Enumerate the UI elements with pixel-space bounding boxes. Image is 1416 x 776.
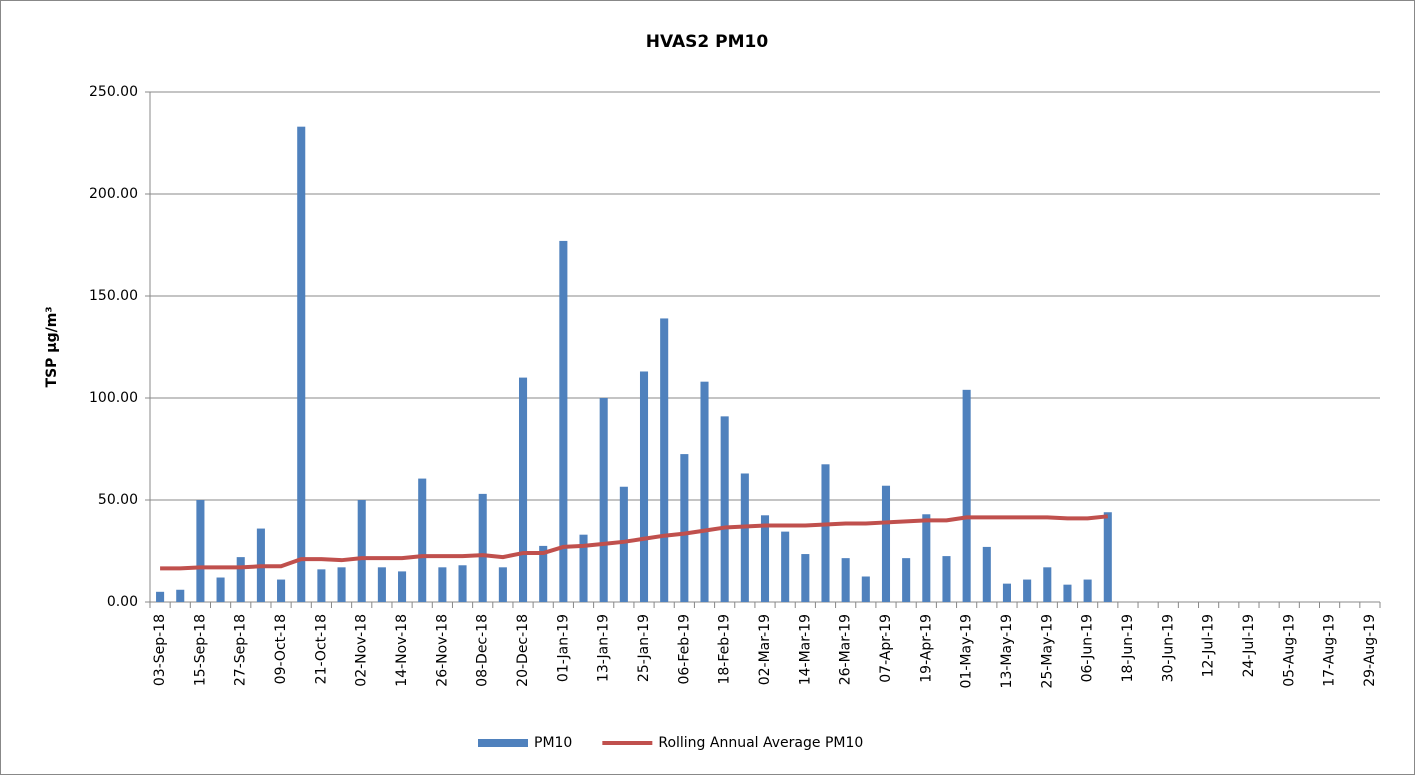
x-tick-label: 27-Sep-18 bbox=[233, 614, 249, 686]
bar bbox=[599, 398, 608, 602]
bar bbox=[216, 577, 225, 602]
x-tick-label: 09-Oct-18 bbox=[273, 614, 289, 684]
x-tick-label: 07-Apr-19 bbox=[878, 614, 894, 683]
bar bbox=[418, 478, 427, 602]
y-tick-label: 100.00 bbox=[89, 390, 138, 406]
x-tick-label: 21-Oct-18 bbox=[313, 614, 329, 684]
y-tick-label: 200.00 bbox=[89, 186, 138, 202]
y-axis-title: TSP µg/m³ bbox=[44, 307, 60, 388]
x-tick-label: 30-Jun-19 bbox=[1160, 614, 1176, 682]
legend-swatch bbox=[478, 739, 528, 747]
bar bbox=[377, 567, 386, 602]
bar bbox=[760, 515, 770, 602]
x-tick-label: 14-Mar-19 bbox=[797, 614, 813, 685]
bar bbox=[881, 485, 891, 602]
bar bbox=[236, 557, 245, 602]
bar bbox=[861, 576, 870, 602]
bar bbox=[559, 240, 568, 603]
x-tick-label: 14-Nov-18 bbox=[394, 614, 410, 687]
x-tick-label: 06-Feb-19 bbox=[676, 614, 692, 685]
x-tick-label: 29-Aug-19 bbox=[1362, 614, 1378, 687]
x-tick-label: 26-Nov-18 bbox=[434, 614, 450, 687]
bar bbox=[1063, 584, 1072, 602]
x-tick-label: 01-Jan-19 bbox=[555, 614, 571, 682]
x-tick-label: 03-Sep-18 bbox=[152, 614, 168, 686]
bar bbox=[579, 534, 588, 602]
bar bbox=[398, 571, 407, 602]
x-tick-label: 05-Aug-19 bbox=[1281, 614, 1297, 687]
bar bbox=[660, 318, 669, 602]
y-tick-label: 50.00 bbox=[98, 492, 138, 508]
x-tick-label: 02-Mar-19 bbox=[757, 614, 773, 685]
x-tick-label: 15-Sep-18 bbox=[192, 614, 208, 686]
bar bbox=[922, 514, 931, 602]
bar bbox=[962, 389, 971, 602]
bar bbox=[357, 500, 366, 602]
x-tick-label: 13-May-19 bbox=[999, 614, 1015, 688]
bar bbox=[781, 531, 790, 602]
bar bbox=[1023, 579, 1032, 602]
x-tick-label: 02-Nov-18 bbox=[354, 614, 370, 687]
x-tick-label: 12-Jul-19 bbox=[1201, 614, 1217, 677]
bar bbox=[277, 579, 286, 602]
x-tick-label: 13-Jan-19 bbox=[596, 614, 612, 682]
bar bbox=[680, 454, 689, 602]
y-tick-label: 250.00 bbox=[89, 84, 138, 100]
x-tick-label: 08-Dec-18 bbox=[475, 614, 491, 687]
bar bbox=[1002, 583, 1011, 602]
bar bbox=[1043, 567, 1052, 602]
x-tick-label: 24-Jul-19 bbox=[1241, 614, 1257, 677]
bar bbox=[438, 567, 447, 602]
line bbox=[160, 514, 1108, 571]
x-tick-label: 25-May-19 bbox=[1039, 614, 1055, 688]
bar bbox=[740, 473, 749, 602]
bar bbox=[801, 554, 810, 602]
bar bbox=[700, 381, 709, 602]
x-tick-label: 26-Mar-19 bbox=[838, 614, 854, 685]
bar bbox=[156, 591, 165, 602]
bar bbox=[619, 486, 628, 602]
bar bbox=[176, 589, 185, 602]
legend-label: PM10 bbox=[534, 735, 572, 751]
bar bbox=[196, 500, 205, 602]
bar bbox=[519, 377, 528, 602]
x-tick-label: 18-Jun-19 bbox=[1120, 614, 1136, 682]
bar bbox=[902, 558, 911, 602]
bar bbox=[982, 546, 991, 602]
x-tick-label: 20-Dec-18 bbox=[515, 614, 531, 687]
x-tick-label: 17-Aug-19 bbox=[1322, 614, 1338, 687]
bar bbox=[478, 493, 487, 602]
bar bbox=[539, 545, 548, 602]
x-tick-label: 06-Jun-19 bbox=[1080, 614, 1096, 682]
bar bbox=[337, 567, 346, 602]
bar bbox=[639, 371, 649, 602]
bar bbox=[458, 565, 467, 602]
x-tick-label: 18-Feb-19 bbox=[717, 614, 733, 685]
bar bbox=[821, 464, 830, 602]
bar bbox=[942, 556, 951, 602]
chart-title: HVAS2 PM10 bbox=[646, 32, 769, 52]
bar bbox=[841, 558, 850, 602]
bar bbox=[297, 126, 306, 603]
legend-label: Rolling Annual Average PM10 bbox=[658, 735, 863, 751]
bar bbox=[720, 416, 729, 602]
bar bbox=[317, 569, 326, 602]
x-tick-label: 25-Jan-19 bbox=[636, 614, 652, 682]
x-tick-label: 19-Apr-19 bbox=[918, 614, 934, 683]
bar bbox=[498, 567, 507, 602]
y-tick-label: 150.00 bbox=[89, 288, 138, 304]
y-tick-label: 0.00 bbox=[107, 594, 138, 610]
bar bbox=[1083, 579, 1092, 602]
x-tick-label: 01-May-19 bbox=[959, 614, 975, 688]
bar bbox=[1103, 512, 1112, 602]
